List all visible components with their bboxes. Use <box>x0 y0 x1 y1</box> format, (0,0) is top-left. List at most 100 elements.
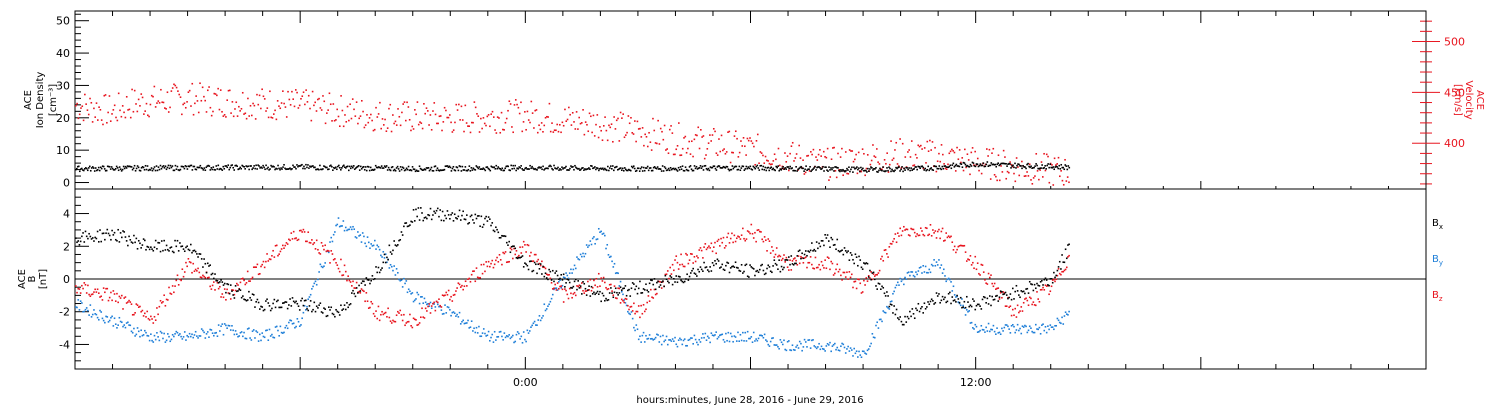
by-point <box>744 331 747 334</box>
density-point <box>841 170 843 172</box>
velocity-point <box>125 95 128 98</box>
density-point <box>158 168 161 171</box>
bz-point <box>821 264 824 267</box>
by-point <box>464 322 467 325</box>
bz-point <box>185 261 187 264</box>
density-point <box>740 167 743 169</box>
bz-point <box>549 277 552 280</box>
bx-point <box>285 301 288 303</box>
density-point <box>399 166 402 168</box>
bz-point <box>261 263 264 266</box>
bz-point <box>516 256 519 258</box>
velocity-point <box>961 157 964 159</box>
bx-point <box>153 246 156 249</box>
by-point <box>125 322 128 324</box>
velocity-point <box>869 163 872 166</box>
density-point <box>251 168 253 171</box>
by-point <box>245 337 248 340</box>
velocity-point <box>641 127 644 129</box>
by-point <box>554 287 556 290</box>
by-point <box>334 231 336 233</box>
velocity-point <box>700 129 702 131</box>
velocity-point <box>304 103 306 106</box>
density-point <box>974 165 977 168</box>
density-point <box>1036 164 1038 167</box>
velocity-point <box>218 108 221 111</box>
by-point <box>397 271 399 274</box>
bz-point <box>219 285 221 288</box>
bz-point <box>443 294 445 297</box>
density-point <box>370 169 373 171</box>
density-point <box>120 170 123 172</box>
by-point <box>398 278 400 281</box>
by-point <box>278 335 280 337</box>
by-point <box>461 320 463 323</box>
velocity-point <box>600 129 602 132</box>
bx-point <box>335 308 337 311</box>
density-point <box>122 165 125 168</box>
density-point <box>715 169 718 171</box>
bx-point <box>286 307 289 310</box>
by-point <box>785 349 788 352</box>
bx-point <box>294 301 296 304</box>
density-point <box>324 165 326 168</box>
density-point <box>1038 168 1040 170</box>
bx-point <box>1015 284 1018 287</box>
bz-point <box>358 290 360 293</box>
velocity-point <box>357 122 359 125</box>
by-point <box>535 324 537 326</box>
velocity-point <box>236 115 239 117</box>
velocity-point <box>500 111 503 114</box>
velocity-point <box>119 109 121 112</box>
density-point <box>654 167 657 169</box>
bx-point <box>783 266 785 269</box>
bx-point <box>296 302 299 305</box>
bx-point <box>497 231 500 234</box>
bz-point <box>873 275 876 277</box>
velocity-point <box>753 145 755 148</box>
density-point <box>430 166 433 169</box>
density-point <box>1003 162 1005 165</box>
velocity-point <box>296 91 298 94</box>
bx-point <box>272 302 274 305</box>
velocity-point <box>702 135 705 137</box>
by-point <box>623 299 625 301</box>
density-point <box>749 165 752 168</box>
bz-point <box>878 269 881 272</box>
bz-point <box>384 311 387 314</box>
velocity-point <box>128 108 131 111</box>
bx-point <box>990 304 992 307</box>
bz-point <box>675 255 678 257</box>
bx-point <box>859 259 862 261</box>
density-point <box>288 168 290 170</box>
density-point <box>487 167 490 170</box>
velocity-point <box>864 174 866 177</box>
density-point <box>106 165 109 168</box>
velocity-point <box>529 121 531 124</box>
density-point <box>357 165 360 167</box>
by-point <box>349 226 352 228</box>
density-point <box>529 164 531 167</box>
density-point <box>226 166 229 169</box>
velocity-point <box>254 118 257 120</box>
by-point <box>570 268 572 271</box>
density-point <box>420 168 423 171</box>
bz-point <box>342 274 345 276</box>
bx-point <box>444 214 446 217</box>
velocity-point <box>612 140 614 143</box>
bz-point <box>676 261 679 264</box>
density-point <box>224 165 227 167</box>
density-point <box>199 164 202 167</box>
bz-point <box>1007 296 1009 299</box>
bz-point <box>1026 299 1029 302</box>
bx-point <box>1057 266 1060 268</box>
velocity-point <box>1061 179 1064 182</box>
by-point <box>717 336 720 338</box>
bx-point <box>639 280 641 283</box>
velocity-point <box>962 169 965 172</box>
by-point <box>783 339 785 342</box>
bx-point <box>577 280 579 282</box>
bx-point <box>476 215 479 217</box>
velocity-point <box>98 106 100 108</box>
by-point <box>746 330 749 333</box>
